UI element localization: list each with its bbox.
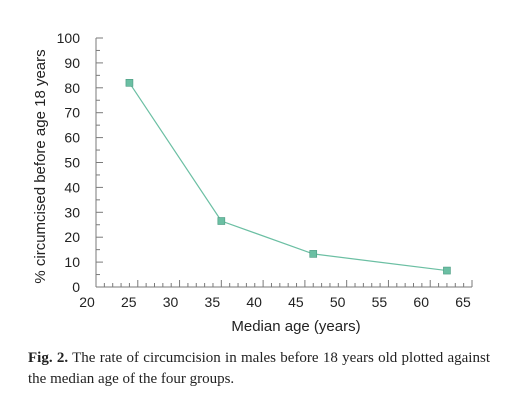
- line-chart: 0 10 20 30 40 50 60 70 80 90 100 20 25 30 35 40 45 50 55 60…: [32, 30, 473, 335]
- x-tick-label: 50: [330, 294, 346, 310]
- data-series: [125, 79, 451, 275]
- figure-caption: Fig. 2. The rate of circumcision in male…: [28, 348, 490, 390]
- series-line: [128, 82, 448, 272]
- x-tick-label: 45: [288, 294, 304, 310]
- data-point: [217, 217, 226, 225]
- y-tick-label: 90: [64, 55, 80, 71]
- x-axis-title: Median age (years): [231, 318, 360, 335]
- tick-labels: 0 10 20 30 40 50 60 70 80 90 100 20 25 30 35 40 45 50 55 60…: [57, 30, 471, 310]
- x-tick-label: 35: [205, 294, 221, 310]
- y-tick-label: 0: [72, 279, 80, 295]
- x-tick-label: 65: [455, 294, 471, 310]
- x-tick-label: 20: [79, 294, 95, 310]
- y-tick-label: 80: [64, 80, 80, 96]
- y-tick-label: 40: [64, 179, 80, 195]
- x-tick-label: 55: [372, 294, 388, 310]
- y-tick-label: 30: [64, 204, 80, 220]
- data-point: [125, 79, 134, 87]
- y-tick-label: 100: [57, 30, 81, 46]
- x-tick-label: 60: [413, 294, 429, 310]
- y-tick-label: 60: [64, 130, 80, 146]
- y-tick-label: 10: [64, 254, 80, 270]
- data-point: [443, 266, 451, 275]
- y-tick-label: 50: [64, 155, 80, 171]
- y-axis-title: % circumcised before age 18 years: [32, 49, 49, 283]
- data-point: [309, 250, 318, 258]
- axes: [95, 37, 473, 288]
- y-tick-label: 70: [64, 105, 80, 121]
- caption-text: The rate of circumcision in males before…: [28, 350, 490, 387]
- x-tick-label: 25: [121, 294, 137, 310]
- x-tick-label: 30: [163, 294, 179, 310]
- y-tick-label: 20: [64, 229, 80, 245]
- caption-label: Fig. 2.: [28, 350, 69, 366]
- x-tick-label: 40: [246, 294, 262, 310]
